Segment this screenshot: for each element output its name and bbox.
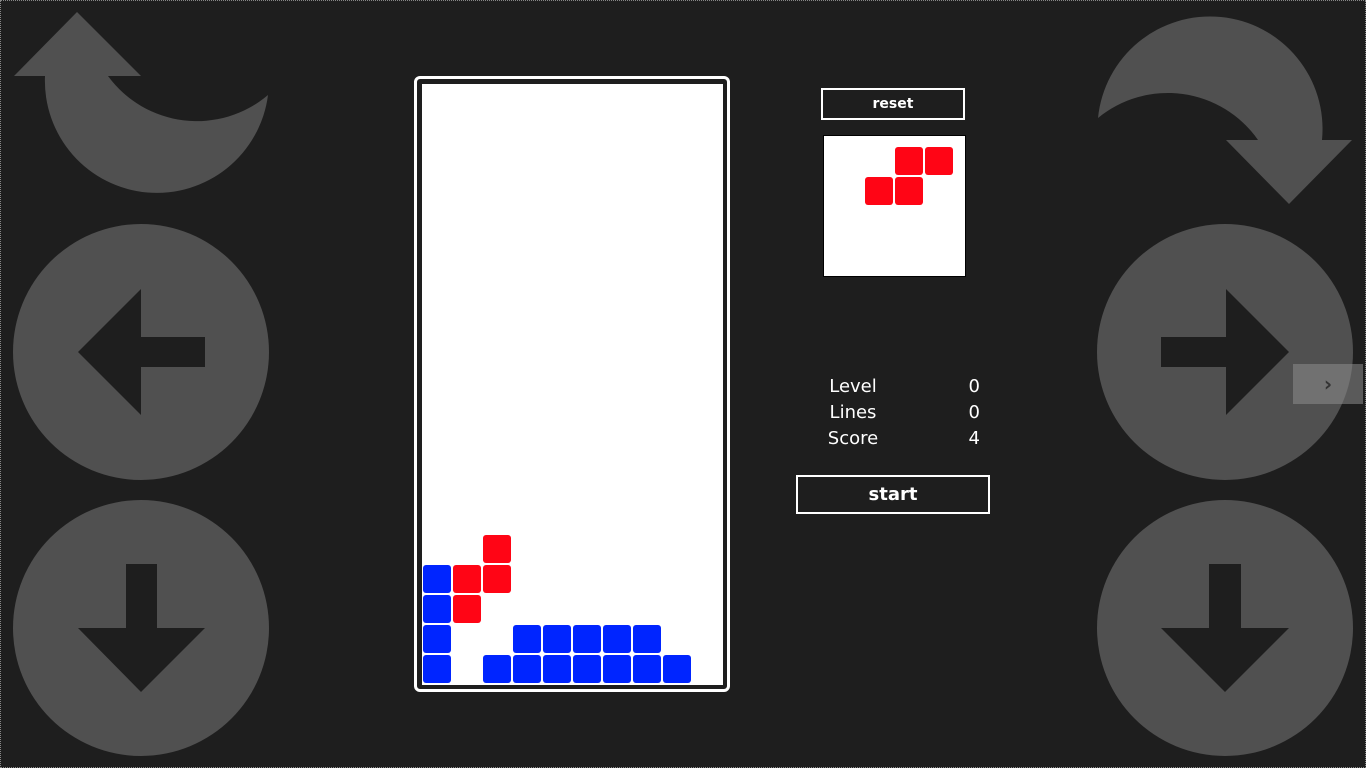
arrow-right-icon [1161, 289, 1289, 415]
blue-block [513, 655, 541, 683]
stat-label: Lines [829, 402, 877, 423]
stat-label: Level [829, 376, 877, 397]
red-block [483, 565, 511, 593]
arrow-down-icon [78, 564, 205, 692]
red-block [453, 595, 481, 623]
move-left-button[interactable] [13, 224, 269, 480]
rotate-left-icon[interactable] [14, 12, 268, 193]
red-block [453, 565, 481, 593]
reset-button[interactable]: reset [821, 88, 965, 120]
blue-block [603, 655, 631, 683]
stat-label: Score [827, 428, 879, 449]
blue-block [423, 595, 451, 623]
drop-right-button[interactable] [1097, 500, 1353, 756]
rotate-right-icon[interactable] [1098, 16, 1352, 204]
blue-block [573, 625, 601, 653]
blue-block [423, 565, 451, 593]
chevron-right-icon: › [1323, 372, 1333, 396]
blue-block [603, 625, 631, 653]
arrow-down-icon [1161, 564, 1289, 692]
blue-block [423, 655, 451, 683]
red-block [925, 147, 953, 175]
blue-block [543, 655, 571, 683]
blue-block [663, 655, 691, 683]
red-block [865, 177, 893, 205]
stats-panel: Level 0 Lines 0 Score 4 [820, 374, 980, 452]
game-board [422, 84, 723, 685]
stat-lines: Lines 0 [820, 400, 980, 426]
stat-value: 0 [968, 376, 980, 397]
blue-block [633, 655, 661, 683]
red-block [895, 177, 923, 205]
stat-value: 0 [968, 402, 980, 423]
blue-block [483, 655, 511, 683]
blue-block [573, 655, 601, 683]
next-piece-preview [823, 135, 966, 277]
move-right-button[interactable] [1097, 224, 1353, 480]
blue-block [633, 625, 661, 653]
blue-block [513, 625, 541, 653]
start-button[interactable]: start [796, 475, 990, 514]
stat-value: 4 [968, 428, 980, 449]
stat-score: Score 4 [820, 426, 980, 452]
red-block [895, 147, 923, 175]
stat-level: Level 0 [820, 374, 980, 400]
blue-block [543, 625, 571, 653]
next-page-button[interactable]: › [1293, 364, 1363, 404]
arrow-left-icon [78, 289, 205, 415]
red-block [483, 535, 511, 563]
board-frame [414, 76, 730, 692]
blue-block [423, 625, 451, 653]
drop-left-button[interactable] [13, 500, 269, 756]
